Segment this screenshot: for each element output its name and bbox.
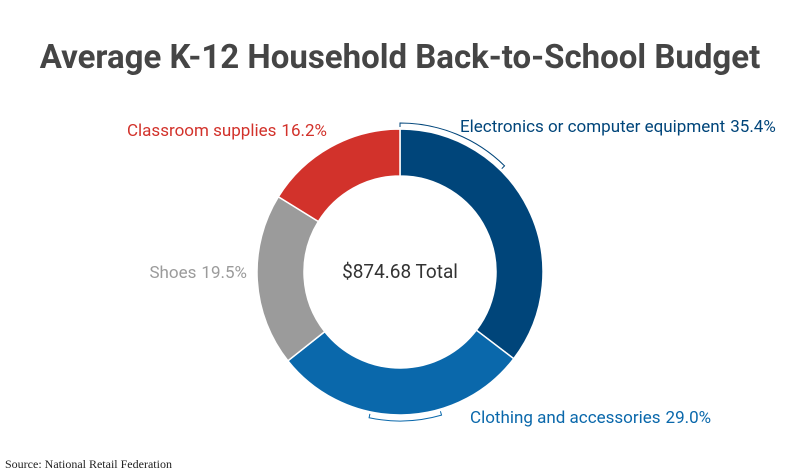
value-label: 16.2% <box>281 121 327 141</box>
value-label: 35.4% <box>730 117 776 137</box>
value-label: 29.0% <box>666 408 712 428</box>
category-name: Shoes <box>149 263 196 283</box>
segment-label: Shoes 19.5% <box>149 263 247 283</box>
center-label: $874.68 Total <box>342 260 458 283</box>
donut-segment <box>277 128 401 223</box>
segment-label: Electronics or computer equipment 35.4% <box>460 117 776 137</box>
segment-label: Classroom supplies 16.2% <box>127 121 327 141</box>
donut-segment <box>256 195 326 362</box>
donut-segment <box>399 128 544 360</box>
leader-arc <box>368 411 443 422</box>
value-label: 19.5% <box>201 263 247 283</box>
category-name: Electronics or computer equipment <box>460 117 725 137</box>
donut <box>256 122 544 422</box>
category-name: Clothing and accessories <box>470 408 661 428</box>
chart-title: Average K-12 Household Back-to-School Bu… <box>40 38 761 77</box>
donut-segment <box>286 329 515 416</box>
source: Source: National Retail Federation <box>5 457 172 471</box>
segment-label: Clothing and accessories 29.0% <box>470 408 711 428</box>
leader-arc <box>399 122 506 170</box>
category-name: Classroom supplies <box>127 121 276 141</box>
